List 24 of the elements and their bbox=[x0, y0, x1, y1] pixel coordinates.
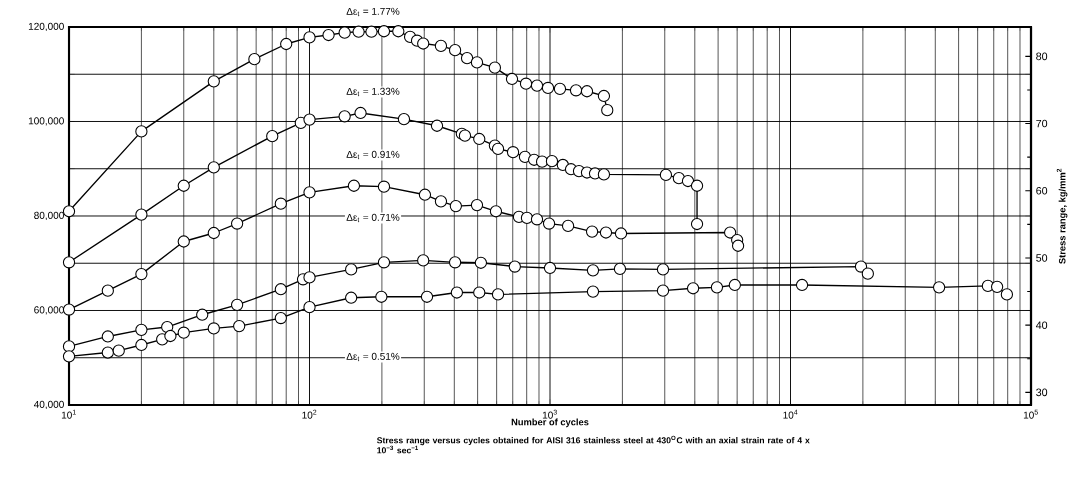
x-tick-label: 10$^{1}$ bbox=[61, 409, 76, 419]
text: Stress range versus cycles obtained for AISI 316 stainless steel at 430$^{O}$C with an axial strain rate of 4 x 10$^{−3}$ sec$^{−1}$ bbox=[376, 435, 810, 454]
annotation: Δε$_{t}$ = 0.91% bbox=[346, 150, 400, 160]
y2-tick-label: 60 bbox=[1036, 186, 1048, 195]
x-tick-label: 10$^{3}$ bbox=[542, 409, 557, 419]
annotation: Δε$_{t}$ = 0.71% bbox=[346, 213, 400, 223]
y-tick-label: 60,000 bbox=[34, 306, 64, 315]
annotation: Δε$_{t}$ = 1.33% bbox=[346, 87, 400, 97]
x-axis-title: Number of cycles bbox=[511, 418, 589, 428]
y-tick-label: 80,000 bbox=[34, 211, 64, 221]
y-tick-label: 100,000 bbox=[28, 117, 64, 126]
y-tick-label: 120,000 bbox=[28, 22, 64, 32]
text: Δε$_{t}$ = 1.77% bbox=[346, 7, 400, 17]
y2-tick-label: 50 bbox=[1036, 254, 1048, 262]
y2-axis-title: Stress range, kg/mm$^{2}$ bbox=[1056, 168, 1068, 264]
annotation: Δε$_{t}$ = 0.51% bbox=[346, 352, 400, 362]
y2-tick-label: 40 bbox=[1035, 321, 1048, 329]
x-tick-label: 10$^{5}$ bbox=[1023, 409, 1038, 419]
y-tick-label: 40,000 bbox=[33, 400, 64, 410]
y2-tick-label: 80 bbox=[1036, 52, 1048, 61]
y2-tick-label: 30 bbox=[1036, 388, 1048, 397]
y2-tick-label: 70 bbox=[1036, 119, 1048, 128]
x-tick-label: 10$^{2}$ bbox=[302, 409, 317, 419]
x-tick-label: 10$^{4}$ bbox=[783, 409, 798, 419]
